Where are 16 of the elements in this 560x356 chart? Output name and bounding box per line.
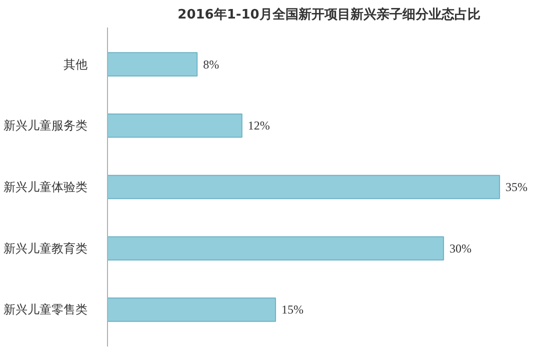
y-tick-label: 其他 (64, 57, 88, 72)
bar (108, 52, 198, 76)
data-label: 12% (248, 118, 270, 133)
y-tick-label: 新兴儿童体验类 (4, 180, 88, 194)
data-label: 8% (203, 57, 220, 72)
data-label: 35% (506, 180, 528, 194)
data-label: 15% (282, 302, 304, 317)
y-tick-label: 新兴儿童教育类 (4, 241, 88, 256)
bar (108, 298, 276, 322)
bar (108, 114, 242, 138)
y-tick-label: 新兴儿童服务类 (4, 118, 88, 133)
chart-title: 2016年1-10月全国新开项目新兴亲子细分业态占比 (178, 6, 480, 22)
y-tick-label: 新兴儿童零售类 (4, 302, 88, 317)
bar (108, 174, 500, 200)
data-label: 30% (450, 241, 472, 256)
bar (108, 236, 444, 260)
